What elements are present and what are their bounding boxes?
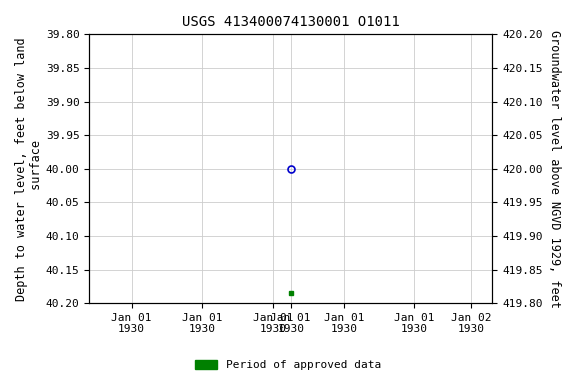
Title: USGS 413400074130001 O1011: USGS 413400074130001 O1011 (182, 15, 400, 29)
Y-axis label: Depth to water level, feet below land
 surface: Depth to water level, feet below land su… (15, 37, 43, 301)
Y-axis label: Groundwater level above NGVD 1929, feet: Groundwater level above NGVD 1929, feet (548, 30, 561, 308)
Legend: Period of approved data: Period of approved data (191, 356, 385, 375)
